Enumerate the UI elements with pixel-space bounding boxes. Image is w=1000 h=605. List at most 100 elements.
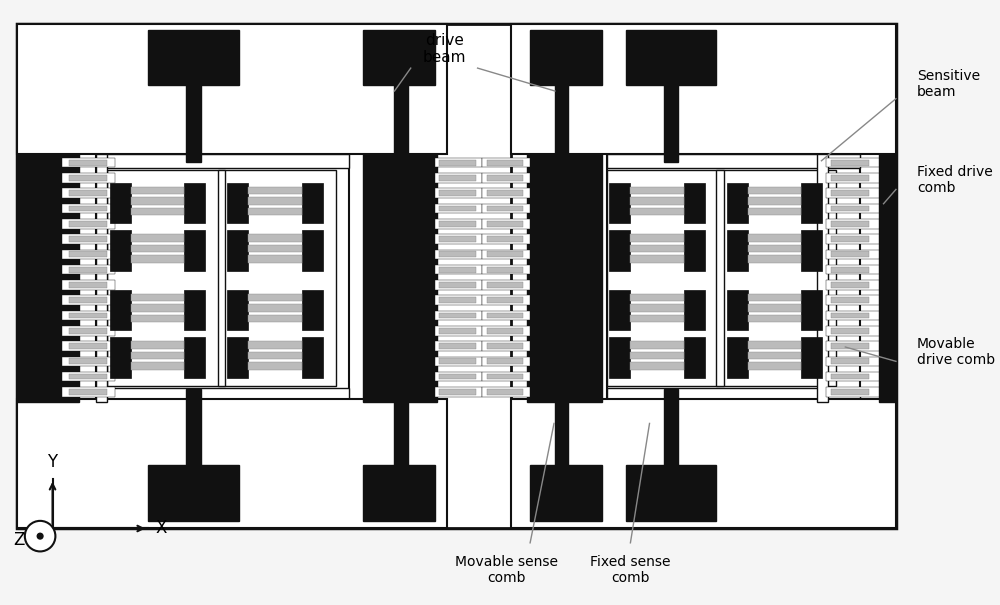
Bar bbox=[482, 280, 530, 290]
Bar bbox=[748, 208, 801, 215]
Bar bbox=[131, 362, 184, 370]
Bar bbox=[482, 158, 530, 168]
Bar bbox=[69, 252, 107, 257]
Bar bbox=[363, 154, 437, 402]
Bar bbox=[748, 255, 801, 263]
Bar bbox=[801, 231, 822, 270]
Bar bbox=[801, 338, 822, 378]
Bar bbox=[110, 231, 131, 270]
Bar bbox=[186, 389, 201, 465]
Bar bbox=[110, 290, 131, 330]
Bar bbox=[727, 290, 748, 330]
Bar bbox=[716, 171, 724, 386]
Bar bbox=[131, 304, 184, 312]
Bar bbox=[487, 160, 523, 166]
Bar bbox=[96, 154, 349, 168]
Bar bbox=[439, 297, 476, 303]
Bar bbox=[62, 326, 115, 336]
Bar bbox=[487, 252, 523, 257]
Bar bbox=[302, 290, 323, 330]
Bar bbox=[17, 24, 447, 154]
Bar bbox=[439, 221, 476, 227]
Bar bbox=[131, 293, 184, 301]
Bar bbox=[748, 304, 801, 312]
Bar bbox=[248, 186, 302, 194]
Bar bbox=[131, 245, 184, 252]
Bar bbox=[607, 388, 860, 402]
Bar bbox=[435, 311, 482, 320]
Bar bbox=[131, 234, 184, 242]
Bar bbox=[831, 328, 869, 333]
Bar bbox=[110, 338, 131, 378]
Bar bbox=[435, 219, 482, 229]
Bar bbox=[487, 267, 523, 272]
Bar bbox=[69, 389, 107, 395]
Bar bbox=[62, 158, 115, 168]
Bar bbox=[184, 290, 205, 330]
Bar bbox=[248, 362, 302, 370]
Bar bbox=[148, 30, 239, 85]
Bar bbox=[487, 191, 523, 196]
Bar bbox=[630, 234, 684, 242]
Bar bbox=[69, 313, 107, 318]
Bar bbox=[826, 234, 879, 244]
Bar bbox=[131, 186, 184, 194]
Bar bbox=[630, 255, 684, 263]
Bar bbox=[482, 250, 530, 259]
Bar bbox=[110, 183, 131, 223]
Bar bbox=[62, 311, 115, 320]
Bar bbox=[131, 341, 184, 349]
Bar bbox=[69, 282, 107, 288]
Bar bbox=[439, 236, 476, 242]
Bar bbox=[630, 208, 684, 215]
Bar bbox=[817, 154, 828, 402]
Bar bbox=[69, 359, 107, 364]
Bar bbox=[439, 389, 476, 395]
Bar bbox=[801, 290, 822, 330]
Bar bbox=[609, 183, 630, 223]
Bar bbox=[487, 374, 523, 379]
Bar bbox=[439, 282, 476, 288]
Bar bbox=[684, 290, 705, 330]
Bar bbox=[248, 234, 302, 242]
Bar bbox=[363, 30, 435, 85]
Bar bbox=[69, 236, 107, 242]
Bar bbox=[482, 387, 530, 397]
Bar bbox=[435, 250, 482, 259]
Bar bbox=[435, 280, 482, 290]
Bar bbox=[607, 154, 860, 168]
Bar bbox=[302, 231, 323, 270]
Bar bbox=[439, 267, 476, 272]
Bar bbox=[482, 326, 530, 336]
Text: Movable
drive comb: Movable drive comb bbox=[917, 337, 995, 367]
Bar bbox=[62, 234, 115, 244]
Bar bbox=[487, 328, 523, 333]
Bar bbox=[609, 338, 630, 378]
Bar bbox=[69, 175, 107, 181]
Text: drive
beam: drive beam bbox=[422, 33, 466, 65]
Bar bbox=[487, 206, 523, 211]
Bar bbox=[482, 356, 530, 366]
Bar bbox=[439, 252, 476, 257]
Bar bbox=[62, 173, 115, 183]
Bar bbox=[186, 85, 201, 162]
Bar bbox=[62, 219, 115, 229]
Bar bbox=[630, 352, 684, 359]
Bar bbox=[482, 173, 530, 183]
Bar bbox=[482, 295, 530, 305]
Bar bbox=[439, 191, 476, 196]
Bar bbox=[511, 24, 896, 529]
Bar bbox=[831, 160, 869, 166]
Bar bbox=[826, 265, 879, 275]
Bar bbox=[831, 191, 869, 196]
Bar bbox=[184, 231, 205, 270]
Bar bbox=[218, 171, 225, 386]
Text: Movable sense
comb: Movable sense comb bbox=[455, 555, 558, 586]
Bar bbox=[630, 362, 684, 370]
Bar bbox=[363, 465, 435, 521]
Bar bbox=[107, 171, 336, 386]
Bar bbox=[435, 188, 482, 198]
Bar bbox=[248, 208, 302, 215]
Bar bbox=[487, 297, 523, 303]
Bar bbox=[482, 234, 530, 244]
